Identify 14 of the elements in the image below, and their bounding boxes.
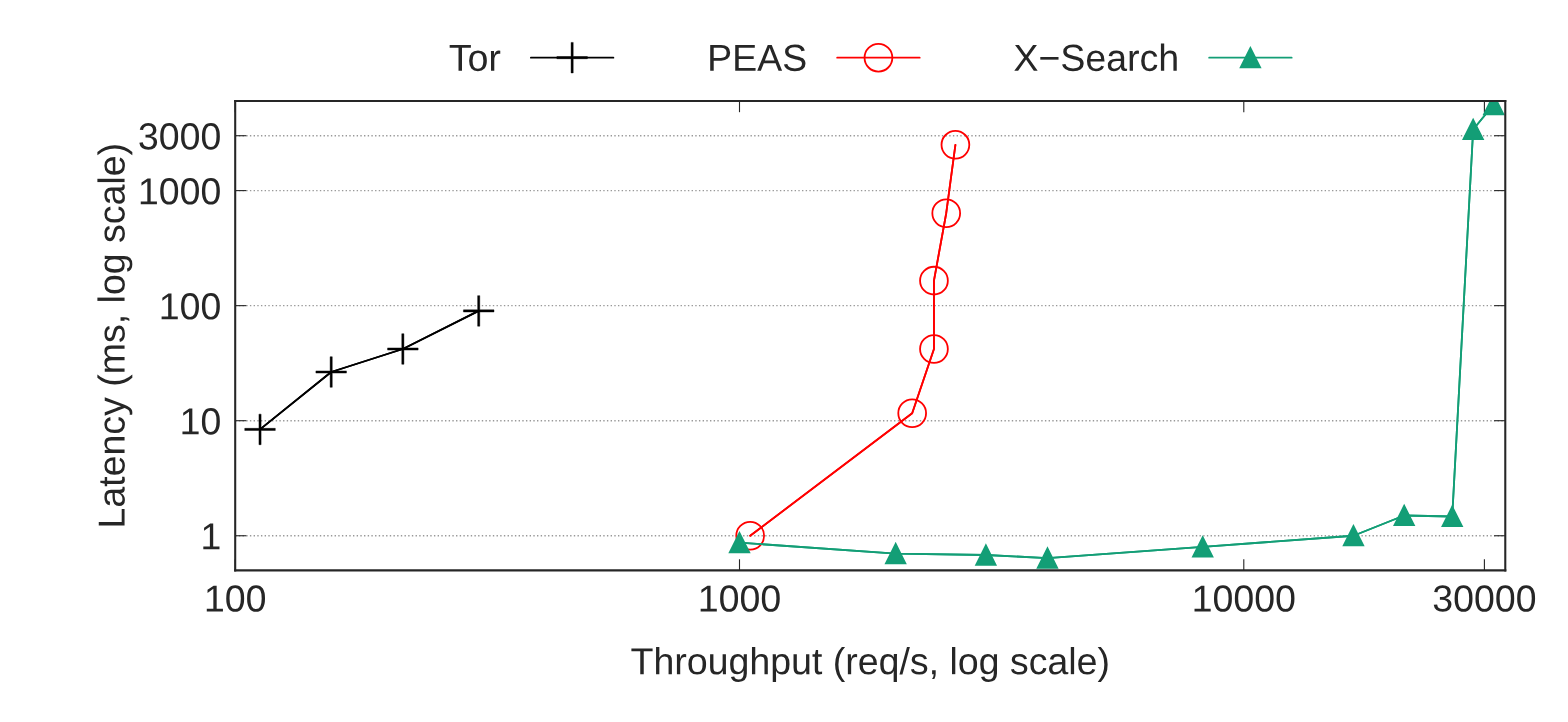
- x-tick-label: 100: [206, 585, 266, 612]
- x-axis-title: Throughput (req/s, log scale): [631, 647, 1108, 682]
- x-tick-label: 1000: [700, 585, 780, 612]
- y-tick-label: 100: [161, 293, 220, 320]
- x-tick-label: 10000: [1194, 585, 1295, 612]
- y-axis-title: Latency (ms, log scale): [97, 145, 133, 526]
- y-tick-label: 1000: [140, 178, 220, 205]
- y-tick-label: 3000: [139, 123, 220, 150]
- legend-label: PEAS: [710, 44, 806, 72]
- y-tick-label: 1: [203, 523, 220, 550]
- y-tick-label: 10: [182, 408, 220, 435]
- legend-label: Tor: [449, 45, 501, 72]
- legend-label: X−Search: [1014, 43, 1177, 72]
- x-tick-label: 30000: [1433, 585, 1536, 612]
